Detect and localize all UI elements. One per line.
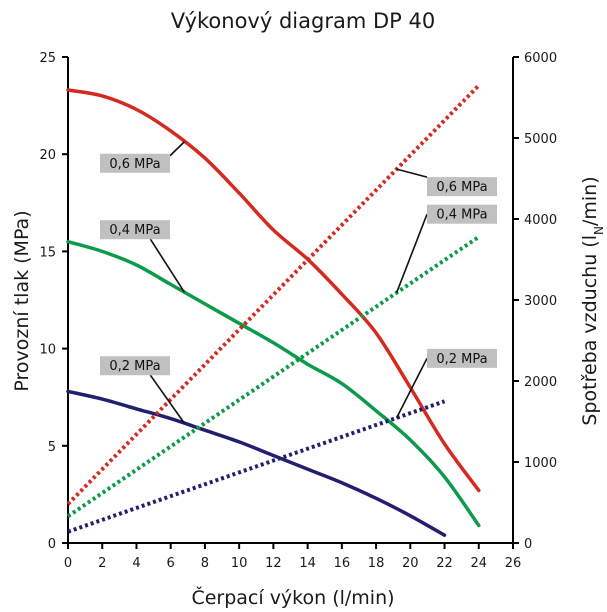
series-line-consumption-06mpa	[66, 83, 481, 506]
series-line-consumption-02mpa	[67, 399, 446, 534]
y-left-tick-label: 5	[48, 440, 56, 455]
y-left-tick-label: 0	[48, 537, 56, 552]
callout-box	[100, 220, 170, 240]
x-tick-label: 10	[231, 556, 248, 571]
x-tick-label: 26	[505, 556, 522, 571]
callout-label: 0,4 MPa	[109, 223, 160, 238]
callout-box	[100, 356, 170, 376]
callout-leader-line	[149, 238, 186, 293]
callout-box	[100, 153, 170, 173]
y-left-tick-label: 10	[39, 343, 56, 358]
x-tick-label: 14	[299, 556, 316, 571]
callout-box	[427, 348, 497, 368]
y-right-axis-title-subscript: N	[592, 226, 606, 235]
series-line-pressure-06mpa	[66, 88, 481, 493]
callout-label: 0,4 MPa	[436, 208, 487, 223]
y-left-tick-label: 20	[39, 148, 56, 163]
x-tick-label: 6	[167, 556, 175, 571]
callout-leader-line	[149, 374, 186, 424]
plot-area: 0 2 4 6 8 10 12 14 16 18 20 22 24 2605101520250100020…	[39, 51, 557, 571]
callout-leader-line	[169, 141, 185, 157]
callout-label: 0,2 MPa	[436, 352, 487, 367]
x-tick-label: 0	[64, 556, 72, 571]
series-line-pressure-02mpa	[66, 389, 447, 537]
y-left-tick-label: 15	[39, 245, 56, 260]
y-left-tick-label: 25	[39, 51, 56, 66]
callout-leader-line	[395, 357, 428, 419]
y-right-tick-label: 0	[524, 537, 532, 552]
callout-box	[427, 177, 497, 197]
x-tick-label: 20	[402, 556, 419, 571]
x-axis-title: Čerpací výkon (l/min)	[191, 585, 394, 609]
y-right-tick-label: 6000	[524, 51, 557, 66]
callout-leader-line	[396, 168, 428, 178]
callout-label: 0,6 MPa	[109, 157, 160, 172]
x-tick-label: 8	[201, 556, 209, 571]
x-tick-label: 4	[132, 556, 140, 571]
y-right-tick-label: 1000	[524, 456, 557, 471]
y-right-axis-title-main: Spotřeba vzduchu (l	[579, 235, 601, 426]
x-tick-label: 24	[470, 556, 487, 571]
chart-title: Výkonový diagram DP 40	[171, 9, 435, 33]
y-right-tick-label: 2000	[524, 375, 557, 390]
callout-label: 0,6 MPa	[436, 180, 487, 195]
x-tick-label: 16	[334, 556, 351, 571]
y-right-tick-label: 4000	[524, 213, 557, 228]
callout-leader-line	[395, 213, 428, 293]
x-tick-label: 2	[98, 556, 106, 571]
y-right-tick-label: 5000	[524, 132, 557, 147]
y-right-tick-label: 3000	[524, 294, 557, 309]
x-tick-label: 18	[368, 556, 385, 571]
y-right-axis-title: Spotřeba vzduchu (lN/min)	[579, 176, 606, 425]
series-line-pressure-04mpa	[66, 239, 481, 528]
callout-label: 0,2 MPa	[109, 359, 160, 374]
x-tick-label: 12	[265, 556, 282, 571]
x-tick-label: 22	[436, 556, 453, 571]
series-line-consumption-04mpa	[66, 235, 480, 518]
y-right-axis-title-end: /min)	[579, 176, 601, 226]
y-left-axis-title: Provozní tlak (MPa)	[11, 210, 33, 391]
callout-box	[427, 204, 497, 224]
